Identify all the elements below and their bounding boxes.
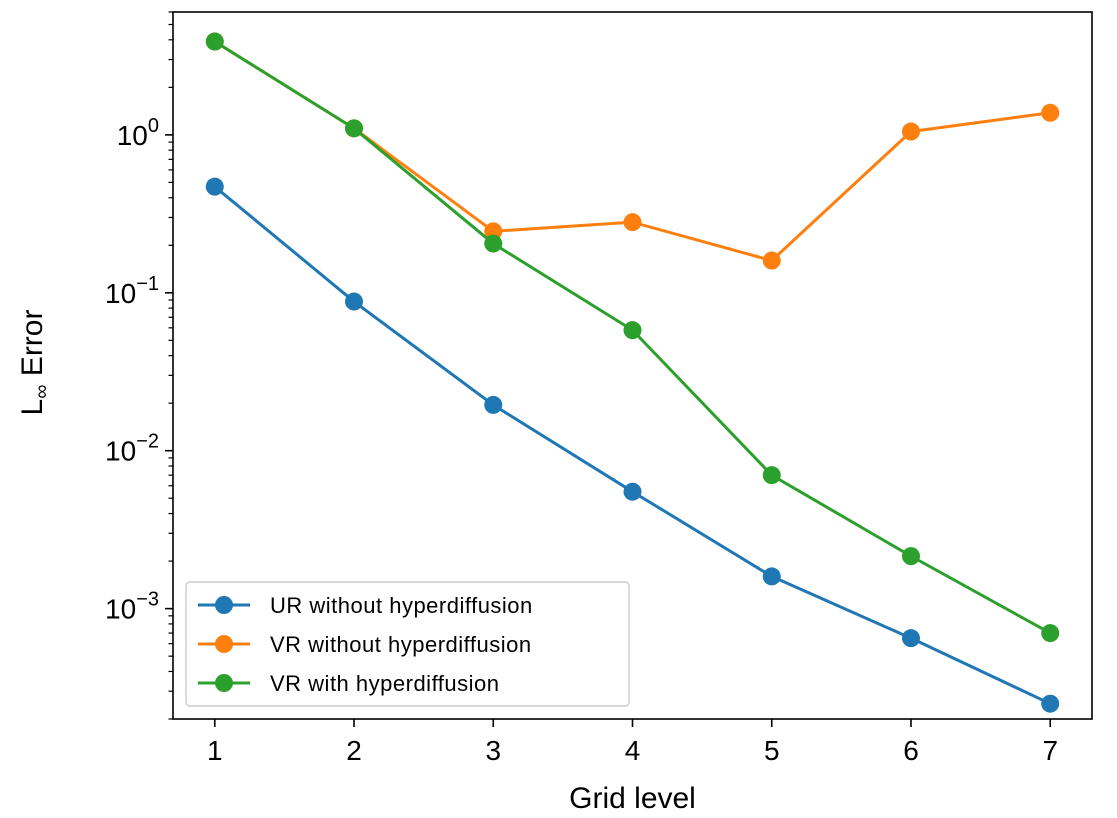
series-layer xyxy=(205,32,1060,713)
legend-label: UR without hyperdiffusion xyxy=(270,593,533,618)
data-point xyxy=(1041,694,1060,713)
data-point xyxy=(623,482,642,501)
series-vr-with-hyperdiffusion xyxy=(205,32,1060,643)
data-point xyxy=(762,567,781,586)
data-point xyxy=(345,292,364,311)
data-point xyxy=(901,122,920,141)
x-tick-label: 3 xyxy=(485,735,501,766)
x-tick-label: 7 xyxy=(1042,735,1058,766)
data-point xyxy=(205,32,224,51)
y-tick-label: 10−2 xyxy=(105,431,159,467)
x-axis-label: Grid level xyxy=(569,782,696,815)
x-tick-label: 6 xyxy=(903,735,919,766)
data-point xyxy=(901,547,920,566)
y-tick-label: 10−3 xyxy=(105,589,159,625)
data-point xyxy=(901,629,920,648)
series-ur-without-hyperdiffusion xyxy=(205,177,1060,713)
legend-item: VR with hyperdiffusion xyxy=(198,671,500,696)
x-tick-label: 2 xyxy=(346,735,362,766)
legend-item: UR without hyperdiffusion xyxy=(198,593,533,618)
y-axis-label-subscript: ∞ xyxy=(31,385,53,399)
data-point xyxy=(1041,624,1060,643)
x-tick-label: 1 xyxy=(207,735,223,766)
y-axis-label-rest: Error xyxy=(16,310,49,385)
y-axis-label-main: L xyxy=(16,399,49,416)
y-tick-label: 10−1 xyxy=(105,273,159,309)
data-point xyxy=(762,466,781,485)
data-point xyxy=(205,177,224,196)
data-point xyxy=(1041,103,1060,122)
legend-marker xyxy=(215,674,233,692)
y-axis-label: L∞ Error xyxy=(16,310,53,416)
legend-item: VR without hyperdiffusion xyxy=(198,632,532,657)
legend-marker xyxy=(215,635,233,653)
x-tick-label: 4 xyxy=(625,735,641,766)
data-point xyxy=(484,234,503,253)
data-point xyxy=(345,119,364,138)
x-axis-ticks: 1 2 3 4 5 6 7 xyxy=(207,719,1058,766)
data-point xyxy=(623,213,642,232)
legend: UR without hyperdiffusion VR without hype… xyxy=(185,581,630,707)
legend-marker xyxy=(215,596,233,614)
legend-label: VR without hyperdiffusion xyxy=(270,632,532,657)
data-point xyxy=(623,321,642,340)
data-point xyxy=(762,251,781,270)
y-tick-label: 100 xyxy=(117,115,159,151)
legend-box xyxy=(185,581,630,707)
data-point xyxy=(484,395,503,414)
x-tick-label: 5 xyxy=(764,735,780,766)
legend-label: VR with hyperdiffusion xyxy=(270,671,500,696)
y-axis-ticks: 10−3 10−2 10−1 100 xyxy=(105,11,173,720)
